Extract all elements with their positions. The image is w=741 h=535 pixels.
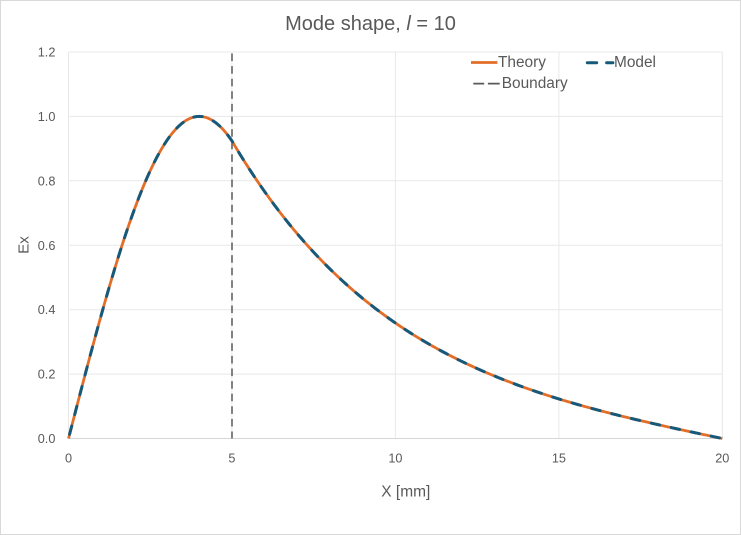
svg-text:Ex: Ex <box>16 236 33 254</box>
svg-text:Boundary: Boundary <box>502 75 568 92</box>
svg-text:Model: Model <box>614 54 656 71</box>
svg-text:0.4: 0.4 <box>38 303 56 317</box>
svg-text:Theory: Theory <box>498 54 546 71</box>
svg-text:0.6: 0.6 <box>38 239 56 253</box>
svg-text:1.0: 1.0 <box>38 110 56 124</box>
svg-text:15: 15 <box>552 451 566 465</box>
svg-text:Mode shape, l = 10: Mode shape, l = 10 <box>285 13 456 35</box>
svg-text:20: 20 <box>715 451 729 465</box>
svg-text:5: 5 <box>228 451 235 465</box>
svg-text:X [mm]: X [mm] <box>381 483 430 500</box>
svg-text:0.2: 0.2 <box>38 368 56 382</box>
svg-text:0.0: 0.0 <box>38 432 56 446</box>
svg-text:0.8: 0.8 <box>38 174 56 188</box>
svg-text:0: 0 <box>65 451 72 465</box>
svg-text:1.2: 1.2 <box>38 46 56 60</box>
svg-text:10: 10 <box>388 451 402 465</box>
